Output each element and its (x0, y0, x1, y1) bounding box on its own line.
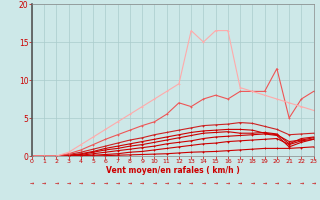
X-axis label: Vent moyen/en rafales ( km/h ): Vent moyen/en rafales ( km/h ) (106, 166, 240, 175)
